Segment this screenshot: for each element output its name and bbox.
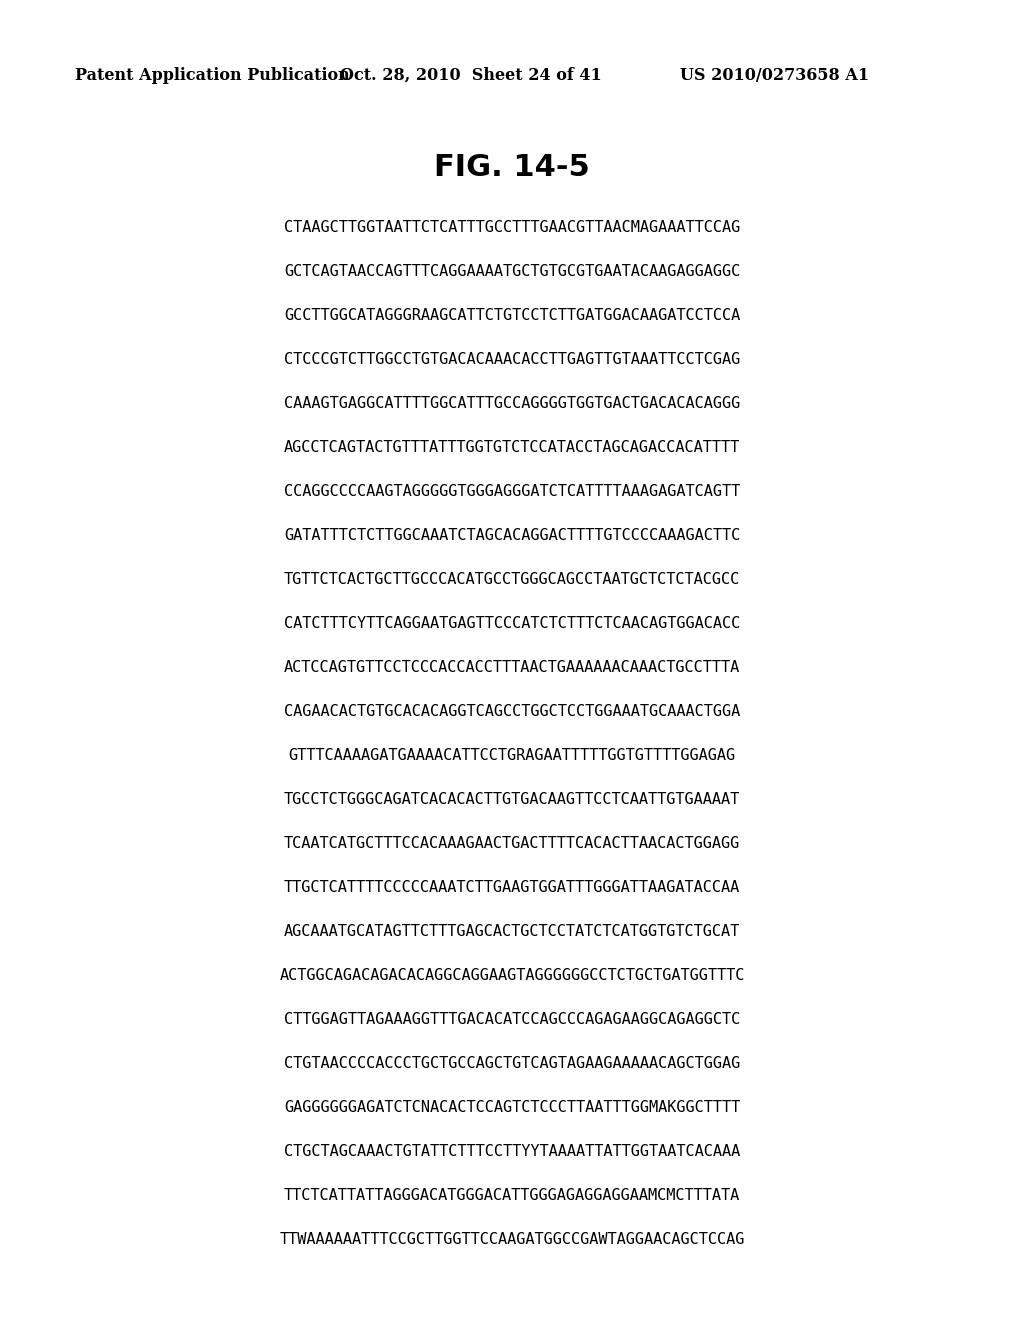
Text: ACTGGCAGACAGACACAGGCAGGAAGTAGGGGGGCCTCTGCTGATGGTTTC: ACTGGCAGACAGACACAGGCAGGAAGTAGGGGGGCCTCTG… (280, 969, 744, 983)
Text: Patent Application Publication: Patent Application Publication (75, 66, 350, 83)
Text: TCAATCATGCTTTCCACAAAGAACTGACTTTTCACACTTAACACTGGAGG: TCAATCATGCTTTCCACAAAGAACTGACTTTTCACACTTA… (284, 837, 740, 851)
Text: CTAAGCTTGGTAATTCTCATTTGCCTTTGAACGTTAACMAGAAATTCCAG: CTAAGCTTGGTAATTCTCATTTGCCTTTGAACGTTAACMA… (284, 220, 740, 235)
Text: Oct. 28, 2010  Sheet 24 of 41: Oct. 28, 2010 Sheet 24 of 41 (340, 66, 602, 83)
Text: TTCTCATTATTAGGGACATGGGACATTGGGAGAGGAGGAAMCMCTTTATA: TTCTCATTATTAGGGACATGGGACATTGGGAGAGGAGGAA… (284, 1188, 740, 1204)
Text: TTWAAAAAATTTCCGCTTGGTTCCAAGATGGCCGAWTAGGAACAGCTCCAG: TTWAAAAAATTTCCGCTTGGTTCCAAGATGGCCGAWTAGG… (280, 1233, 744, 1247)
Text: CTGTAACCCCACCCTGCTGCCAGCTGTCAGTAGAAGAAAAACAGCTGGAG: CTGTAACCCCACCCTGCTGCCAGCTGTCAGTAGAAGAAAA… (284, 1056, 740, 1072)
Text: GTTTCAAAAGATGAAAACATTCCTGRAGAATTTTTGGTGTTTTGGAGAG: GTTTCAAAAGATGAAAACATTCCTGRAGAATTTTTGGTGT… (289, 748, 735, 763)
Text: GAGGGGGGAGATCTCNACACTCCAGTCTCCCTTAATTTGGMAKGGCTTTT: GAGGGGGGAGATCTCNACACTCCAGTCTCCCTTAATTTGG… (284, 1101, 740, 1115)
Text: TTGCTCATTTTCCCCCAAATCTTGAAGTGGATTTGGGATTAAGATACCAA: TTGCTCATTTTCCCCCAAATCTTGAAGTGGATTTGGGATT… (284, 880, 740, 895)
Text: CAGAACACTGTGCACACAGGTCAGCCTGGCTCCTGGAAATGCAAACTGGA: CAGAACACTGTGCACACAGGTCAGCCTGGCTCCTGGAAAT… (284, 705, 740, 719)
Text: FIG. 14-5: FIG. 14-5 (434, 153, 590, 182)
Text: GATATTTCTCTTGGCAAATCTAGCACAGGACTTTTGTCCCCAAAGACTTC: GATATTTCTCTTGGCAAATCTAGCACAGGACTTTTGTCCC… (284, 528, 740, 544)
Text: CAAAGTGAGGCATTTTGGCATTTGCCAGGGGTGGTGACTGACACACAGGG: CAAAGTGAGGCATTTTGGCATTTGCCAGGGGTGGTGACTG… (284, 396, 740, 412)
Text: TGCCTCTGGGCAGATCACACACTTGTGACAAGTTCCTCAATTGTGAAAAT: TGCCTCTGGGCAGATCACACACTTGTGACAAGTTCCTCAA… (284, 792, 740, 808)
Text: TGTTCTCACTGCTTGCCCACATGCCTGGGCAGCCTAATGCTCTCTACGCC: TGTTCTCACTGCTTGCCCACATGCCTGGGCAGCCTAATGC… (284, 573, 740, 587)
Text: US 2010/0273658 A1: US 2010/0273658 A1 (680, 66, 869, 83)
Text: AGCCTCAGTACTGTTTATTTGGTGTCTCCATACCTAGCAGACCACATTTT: AGCCTCAGTACTGTTTATTTGGTGTCTCCATACCTAGCAG… (284, 441, 740, 455)
Text: CTTGGAGTTAGAAAGGTTTGACACATCCAGCCCAGAGAAGGCAGAGGCTC: CTTGGAGTTAGAAAGGTTTGACACATCCAGCCCAGAGAAG… (284, 1012, 740, 1027)
Text: GCCTTGGCATAGGGRAAGCATTCTGTCCTCTTGATGGACAAGATCCTCCA: GCCTTGGCATAGGGRAAGCATTCTGTCCTCTTGATGGACA… (284, 309, 740, 323)
Text: CATCTTTCYTTCAGGAATGAGTTCCCATCTCTTTCTCAACAGTGGACACC: CATCTTTCYTTCAGGAATGAGTTCCCATCTCTTTCTCAAC… (284, 616, 740, 631)
Text: CCAGGCCCCAAGTAGGGGGTGGGAGGGATCTCATTTTAAAGAGATCAGTT: CCAGGCCCCAAGTAGGGGGTGGGAGGGATCTCATTTTAAA… (284, 484, 740, 499)
Text: AGCAAATGCATAGTTCTTTGAGCACTGCTCCTATCTCATGGTGTCTGCAT: AGCAAATGCATAGTTCTTTGAGCACTGCTCCTATCTCATG… (284, 924, 740, 940)
Text: CTCCCGTCTTGGCCTGTGACACAAACACCTTGAGTTGTAAATTCCTCGAG: CTCCCGTCTTGGCCTGTGACACAAACACCTTGAGTTGTAA… (284, 352, 740, 367)
Text: ACTCCAGTGTTCCTCCCACCACCTTTAACTGAAAAAACAAACTGCCTTTA: ACTCCAGTGTTCCTCCCACCACCTTTAACTGAAAAAACAA… (284, 660, 740, 676)
Text: CTGCTAGCAAACTGTATTCTTTCCTTYYTAAAATTATTGGTAATCACAAA: CTGCTAGCAAACTGTATTCTTTCCTTYYTAAAATTATTGG… (284, 1144, 740, 1159)
Text: GCTCAGTAACCAGTTTCAGGAAAATGCTGTGCGTGAATACAAGAGGAGGC: GCTCAGTAACCAGTTTCAGGAAAATGCTGTGCGTGAATAC… (284, 264, 740, 280)
